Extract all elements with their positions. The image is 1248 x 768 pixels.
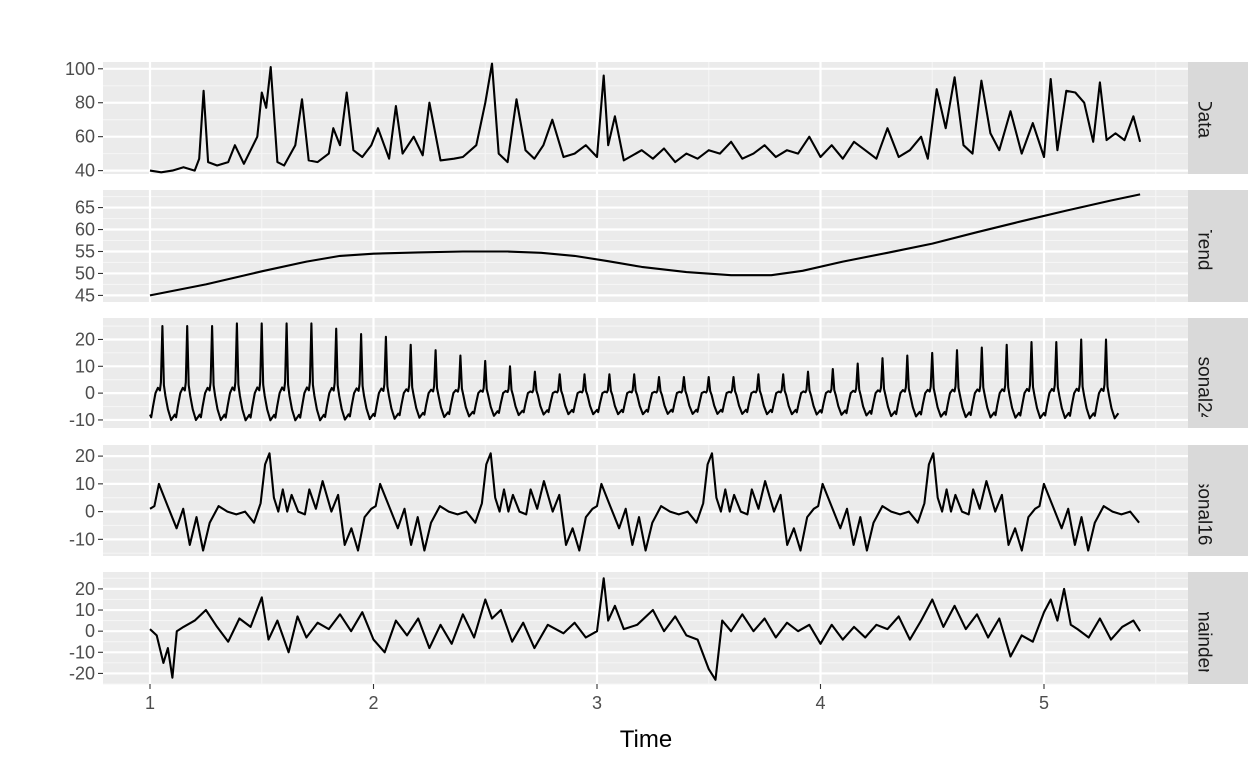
series-line-remainder xyxy=(149,577,1141,681)
y-tick-label: 50 xyxy=(75,263,95,283)
series-line-data xyxy=(149,62,1142,174)
x-tick-label: 4 xyxy=(815,693,825,713)
x-tick-label: 2 xyxy=(368,693,378,713)
strip-background xyxy=(1188,318,1248,428)
y-tick-label: 10 xyxy=(75,474,95,494)
y-tick-label: 60 xyxy=(75,220,95,240)
y-tick-label: 10 xyxy=(75,600,95,620)
y-tick-label: 80 xyxy=(75,93,95,113)
y-tick-label: 20 xyxy=(75,446,95,466)
y-tick-label: 40 xyxy=(75,161,95,181)
x-tick-label: 5 xyxy=(1039,693,1049,713)
strip-label-trend: Trend xyxy=(1194,222,1215,271)
series-line-trend xyxy=(149,193,1141,297)
y-tick-label: -10 xyxy=(69,410,95,430)
strip-label-seasonal168: Seasonal168 xyxy=(1194,445,1215,556)
y-tick-label: -10 xyxy=(69,642,95,662)
strip-label-seasonal24: Seasonal24 xyxy=(1194,323,1215,424)
strip-background xyxy=(1188,62,1248,174)
panel-background xyxy=(103,572,1188,684)
panel-data: 40 60 80 100 Data xyxy=(65,59,1248,181)
y-tick-label: 20 xyxy=(75,329,95,349)
panel-background xyxy=(103,62,1188,174)
y-tick-label: 10 xyxy=(75,356,95,376)
panel-seasonal24: -10 0 10 20 Seasonal24 xyxy=(69,318,1248,430)
x-axis-title: Time xyxy=(620,726,672,753)
y-tick-label: 65 xyxy=(75,198,95,218)
strip-background xyxy=(1188,190,1248,302)
strip-label-data: Data xyxy=(1194,98,1215,139)
y-tick-label: 100 xyxy=(65,59,95,79)
series-line-seasonal24 xyxy=(149,322,1120,422)
x-tick-label: 3 xyxy=(592,693,602,713)
x-axis: 1 2 3 4 5 xyxy=(145,684,1049,713)
y-tick-label: 0 xyxy=(85,502,95,522)
y-tick-label: 45 xyxy=(75,285,95,305)
series-line-seasonal168 xyxy=(149,452,1140,552)
strip-background xyxy=(1188,572,1248,684)
y-tick-label: -10 xyxy=(69,529,95,549)
strip-background xyxy=(1188,445,1248,556)
y-tick-label: 20 xyxy=(75,579,95,599)
y-tick-label: 0 xyxy=(85,621,95,641)
y-tick-label: 55 xyxy=(75,241,95,261)
panel-seasonal168: -10 0 10 20 Seasonal168 xyxy=(69,445,1248,556)
y-tick-label: -20 xyxy=(69,663,95,683)
strip-label-remainder: Remainder xyxy=(1194,582,1215,676)
y-tick-label: 0 xyxy=(85,383,95,403)
y-tick-label: 60 xyxy=(75,127,95,147)
x-tick-label: 1 xyxy=(145,693,155,713)
